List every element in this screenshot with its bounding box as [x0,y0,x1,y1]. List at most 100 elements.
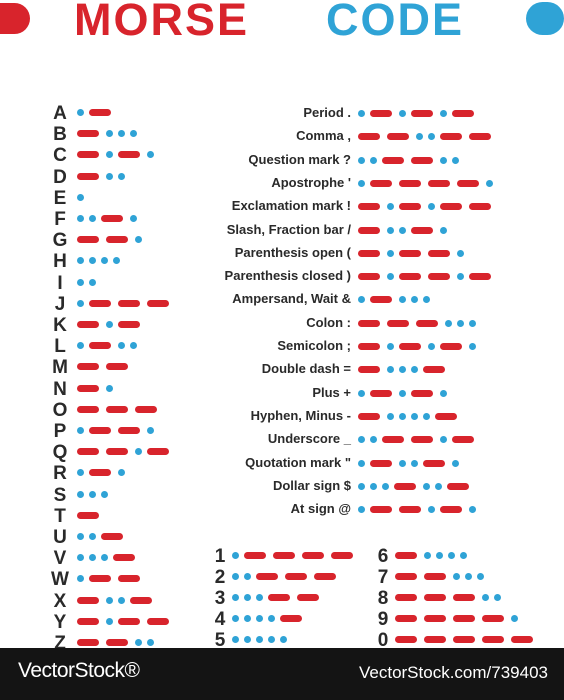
dot-mark [387,412,394,420]
dot-mark [77,554,84,562]
dash-mark [370,110,392,117]
dash-mark [399,179,421,187]
dot-mark [445,319,452,327]
dot-mark [469,343,476,350]
dash-mark [268,594,290,601]
letter-j-code [77,299,176,309]
dot-mark [232,636,239,643]
dot-mark [106,151,113,159]
number-3: 3 [214,588,226,609]
letter-i-code [77,278,101,288]
dot-mark [387,273,394,281]
dash-mark [428,273,450,281]
dot-mark [101,490,108,498]
dash-mark [358,226,380,234]
punct-10-code [358,342,481,352]
dot-mark [399,459,406,467]
dash-mark [387,319,409,327]
punct-label-12: Plus + [312,384,351,400]
dash-mark [358,343,380,350]
dot-mark [469,506,476,514]
punct-label-14: Underscore _ [267,431,351,447]
punct-label-1: Comma , [296,128,351,144]
title-word-morse: MORSE [74,0,250,45]
punct-1-code [358,132,498,142]
punct-4-code [358,202,498,212]
dot-mark [118,172,125,180]
dash-mark [440,133,462,141]
footer-bar: VectorStock® VectorStock.com/739403 [0,648,564,700]
dash-mark [358,133,380,141]
dot-mark [440,110,447,117]
letter-p: P [53,421,67,442]
dot-mark [453,573,460,580]
letter-k-code [77,320,147,330]
letter-m-code [77,362,135,372]
letter-d: D [53,166,67,188]
dash-mark [453,615,475,622]
letter-x-code [77,596,159,606]
dot-mark [440,436,447,444]
number-1: 1 [214,546,226,567]
dash-mark [457,179,479,187]
letter-g: G [52,230,68,252]
dash-mark [387,133,409,141]
dot-mark [452,156,459,164]
dot-mark [106,384,113,392]
dot-mark [77,427,84,434]
dot-mark [89,533,96,540]
punct-6-code [358,249,469,259]
punct-label-6: Parenthesis open ( [234,244,351,260]
dash-mark [370,506,392,514]
dot-mark [89,257,96,265]
number-6-code [395,551,472,561]
dot-mark [358,296,365,304]
dash-mark [416,319,438,327]
dash-mark [358,203,380,211]
dot-mark [440,226,447,234]
letter-b-code [77,129,142,139]
dot-mark [423,412,430,420]
punct-5-code [358,226,452,236]
dash-mark [118,151,140,159]
dash-mark [89,427,111,434]
dot-mark [486,179,493,187]
punct-8-code [358,295,435,305]
dash-mark [370,389,392,397]
dot-mark [106,172,113,180]
punct-12-code [358,389,452,399]
dash-mark [147,299,169,307]
letter-c-code [77,150,159,160]
letter-o-code [77,405,164,415]
dash-mark [435,412,457,420]
dash-mark [482,615,504,622]
dot-mark [135,639,142,646]
dot-mark [147,639,154,646]
letter-m: M [52,357,68,379]
dash-mark [399,343,421,350]
dash-mark [370,179,392,187]
punct-16-code [358,482,476,492]
dash-mark [89,575,111,583]
dash-mark [118,427,140,434]
letter-a: A [53,103,67,124]
dot-mark [268,636,275,643]
dash-mark [256,573,278,580]
punct-3-code [358,179,498,189]
letter-j: J [54,293,66,315]
punct-label-3: Apostrophe ' [271,174,351,190]
dot-mark [268,615,275,622]
number-4: 4 [214,609,226,630]
dash-mark [447,482,469,490]
dash-mark [469,133,491,141]
dot-mark [89,554,96,562]
letter-l: L [54,336,66,358]
dash-mark [77,236,99,244]
dot-mark [106,617,113,625]
number-5-code [232,635,292,645]
letter-s: S [53,484,67,506]
dot-mark [494,594,501,601]
dash-mark [118,321,140,328]
dash-mark [106,363,128,371]
letter-f: F [54,209,66,230]
